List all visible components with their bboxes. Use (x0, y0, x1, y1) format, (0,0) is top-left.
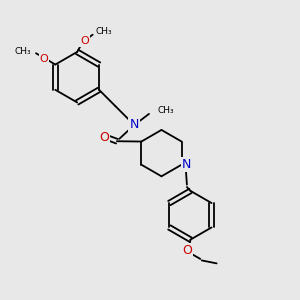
Text: N: N (182, 158, 191, 171)
Text: O: O (183, 244, 192, 257)
Text: O: O (80, 36, 89, 46)
Text: CH₃: CH₃ (14, 47, 31, 56)
Text: O: O (100, 131, 109, 144)
Text: N: N (129, 118, 139, 131)
Text: CH₃: CH₃ (157, 106, 174, 115)
Text: CH₃: CH₃ (96, 27, 112, 36)
Text: O: O (40, 54, 48, 64)
